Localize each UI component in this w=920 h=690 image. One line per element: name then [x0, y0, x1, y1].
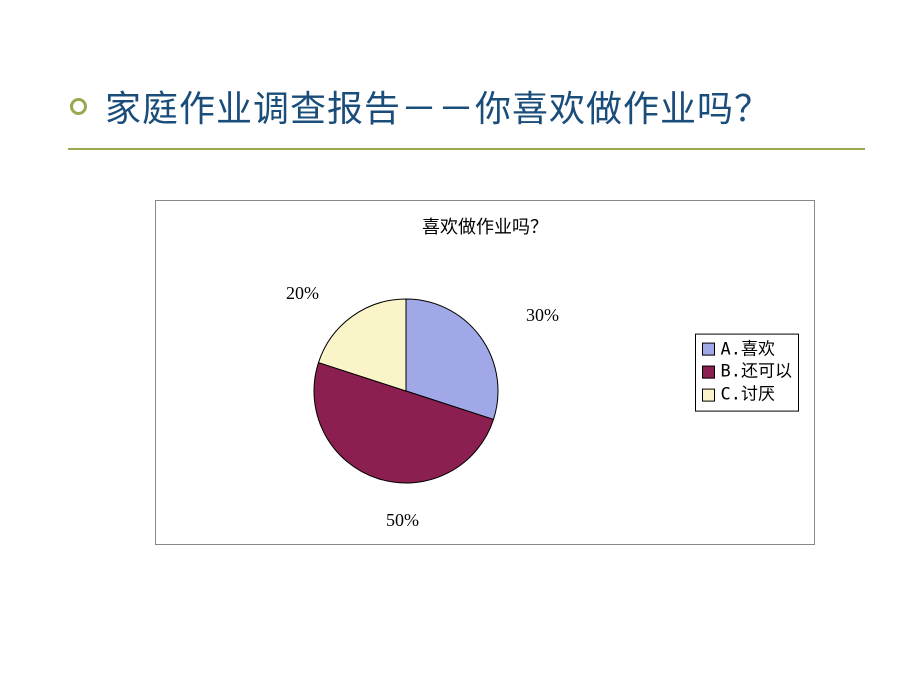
legend-swatch-B [702, 366, 715, 379]
legend-swatch-A [702, 343, 715, 356]
slide: 家庭作业调查报告－－你喜欢做作业吗？ 喜欢做作业吗？ 30% 50% 20% A.喜… [0, 0, 920, 690]
chart-container: 喜欢做作业吗？ 30% 50% 20% A.喜欢B.还可以C.讨厌 [155, 200, 815, 545]
chart-title: 喜欢做作业吗？ [156, 213, 814, 239]
title-underline [68, 148, 865, 150]
pie-chart: 30% 50% 20% [196, 243, 616, 538]
legend-item-B: B.还可以 [702, 361, 792, 384]
slice-label-B: 50% [386, 510, 419, 531]
legend: A.喜欢B.还可以C.讨厌 [695, 333, 799, 412]
pie-svg [312, 297, 500, 485]
legend-swatch-C [702, 389, 715, 402]
title-bar: 家庭作业调查报告－－你喜欢做作业吗？ [70, 80, 850, 132]
legend-label-A: A.喜欢 [721, 338, 775, 361]
slice-label-A: 30% [526, 305, 559, 326]
slice-label-C: 20% [286, 283, 319, 304]
page-title: 家庭作业调查报告－－你喜欢做作业吗？ [105, 80, 771, 132]
legend-label-C: C.讨厌 [721, 384, 775, 407]
legend-item-C: C.讨厌 [702, 384, 792, 407]
bullet-icon [70, 98, 87, 115]
legend-item-A: A.喜欢 [702, 338, 792, 361]
legend-label-B: B.还可以 [721, 361, 792, 384]
